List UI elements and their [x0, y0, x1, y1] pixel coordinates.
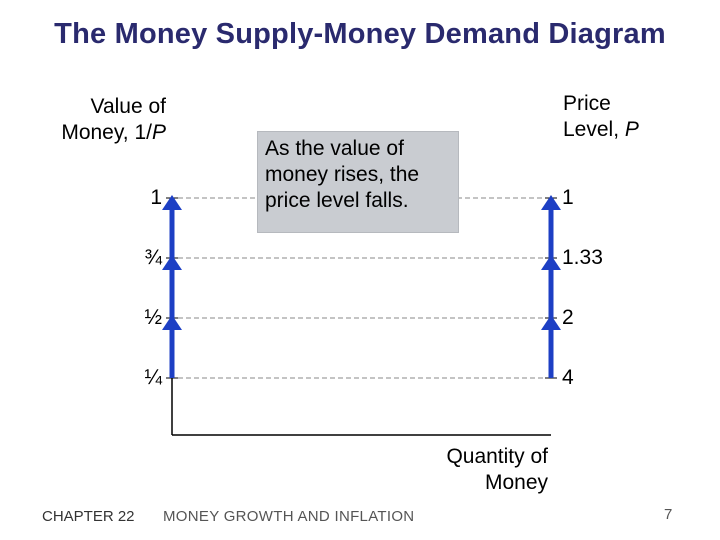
left-axis-label-var: P [151, 121, 166, 144]
left-tick-label: ¼ [144, 366, 162, 389]
footer-chapter: CHAPTER 22 [42, 508, 135, 525]
left-up-arrow-icon [162, 315, 182, 330]
x-axis-label-line1: Quantity of [446, 445, 548, 468]
right-axis-label-line2: Level, P [563, 117, 683, 143]
callout-line: price level falls. [265, 189, 409, 212]
left-axis-label: Value of Money, 1/P [20, 94, 166, 146]
left-axis-label-line1: Value of [90, 95, 167, 118]
right-axis-label-prefix: Level, [563, 118, 625, 141]
page-number: 7 [664, 506, 673, 523]
right-axis-label-line1: Price [563, 92, 611, 115]
callout-box [257, 131, 459, 233]
left-axis-label-line2: Money, 1/P [20, 120, 166, 146]
right-tick-label: 1 [562, 186, 574, 209]
footer-topic: MONEY GROWTH AND INFLATION [163, 508, 415, 525]
right-up-arrow-icon [541, 255, 561, 270]
x-axis-label: Quantity of Money [400, 444, 548, 496]
left-up-arrow-icon [162, 195, 182, 210]
callout-line: money rises, the [265, 163, 420, 186]
left-up-arrow-icon [162, 255, 182, 270]
right-tick-label: 2 [562, 306, 574, 329]
left-tick-label: 1 [150, 186, 162, 209]
x-axis-label-line2: Money [484, 471, 548, 494]
right-tick-label: 4 [562, 366, 574, 389]
left-axis-label-prefix: Money, 1/ [61, 121, 152, 144]
left-tick-label: ½ [144, 306, 162, 329]
right-up-arrow-icon [541, 315, 561, 330]
callout-text: As the value of money rises, the price l… [265, 136, 455, 214]
right-tick-label: 1.33 [562, 246, 603, 269]
callout-line: As the value of [265, 137, 404, 160]
right-up-arrow-icon [541, 195, 561, 210]
page-title: The Money Supply-Money Demand Diagram [54, 18, 666, 50]
left-tick-label: ¾ [144, 246, 162, 269]
right-axis-label-var: P [624, 118, 639, 141]
right-axis-label: Price Level, P [563, 91, 683, 143]
